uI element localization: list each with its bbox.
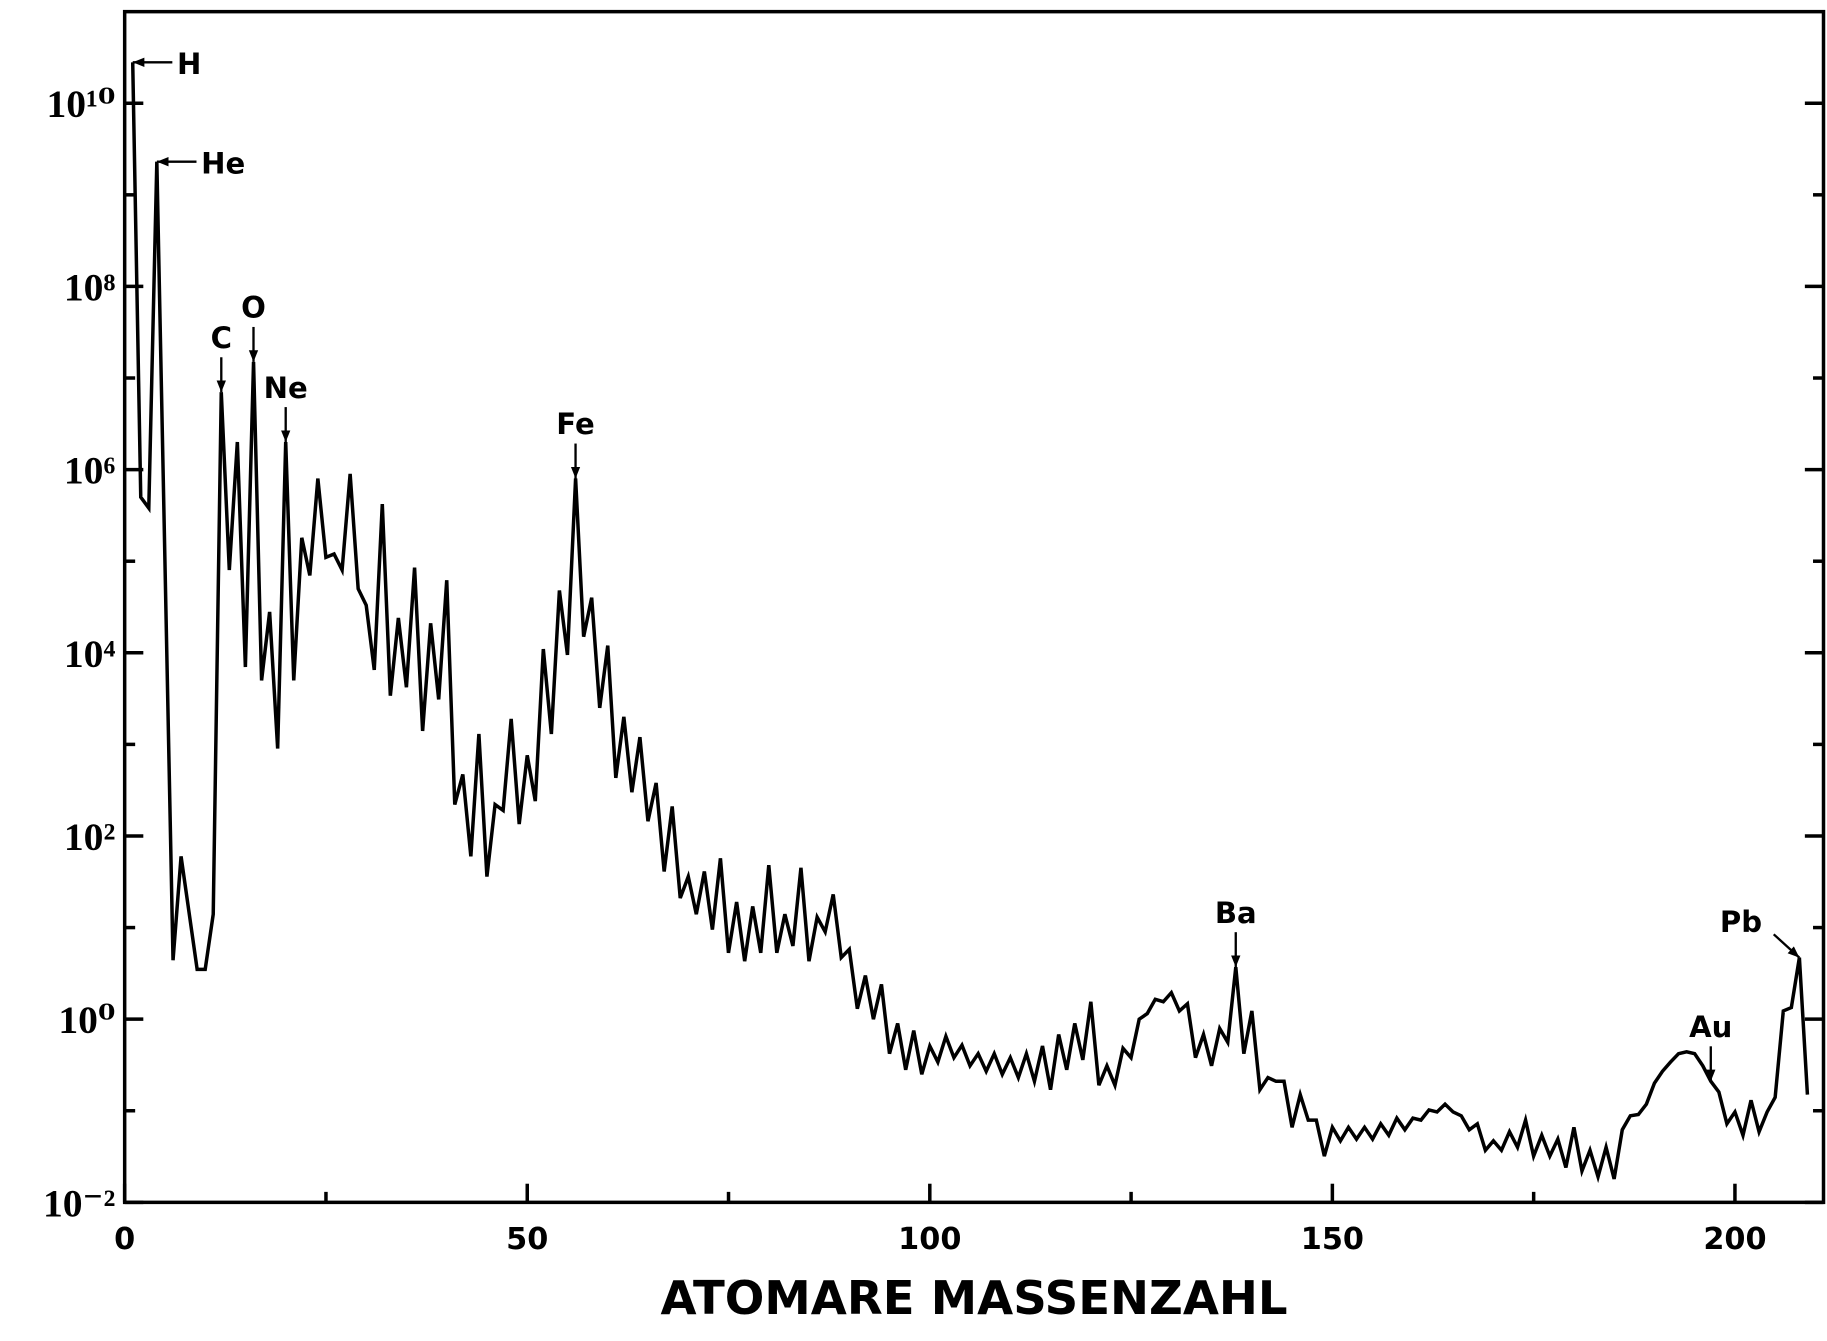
annotation-label: H xyxy=(177,47,201,81)
x-tick-label: 100 xyxy=(898,1222,961,1257)
annotation-label: C xyxy=(211,321,232,355)
annotation-label: Fe xyxy=(556,407,594,441)
x-tick-label: 200 xyxy=(1703,1222,1766,1257)
x-tick-label: 0 xyxy=(114,1222,135,1257)
annotation-label: Ba xyxy=(1215,896,1257,930)
annotation-label: He xyxy=(201,146,245,180)
annotation-label: Au xyxy=(1689,1010,1732,1044)
y-tick-label: 10¹⁰ xyxy=(47,82,116,126)
annotation-arrow xyxy=(1772,933,1801,959)
y-tick-label: 10⁰ xyxy=(58,998,115,1042)
y-tick-label: 10⁶ xyxy=(64,449,116,493)
plot-frame xyxy=(122,9,1826,1205)
annotation-label: O xyxy=(241,291,266,325)
annotation-label: Ne xyxy=(264,371,308,405)
y-tick-label: 10⁻² xyxy=(43,1181,115,1225)
x-axis-label: ATOMARE MASSENZAHL xyxy=(661,1271,1288,1325)
y-tick-label: 10⁴ xyxy=(64,632,116,676)
y-tick-label: 10² xyxy=(64,815,116,859)
x-tick-label: 150 xyxy=(1301,1222,1364,1257)
data-line xyxy=(130,62,1810,1184)
annotation-label: Pb xyxy=(1720,905,1762,939)
x-tick-label: 50 xyxy=(506,1222,548,1257)
y-tick-label: 10⁸ xyxy=(64,265,116,309)
